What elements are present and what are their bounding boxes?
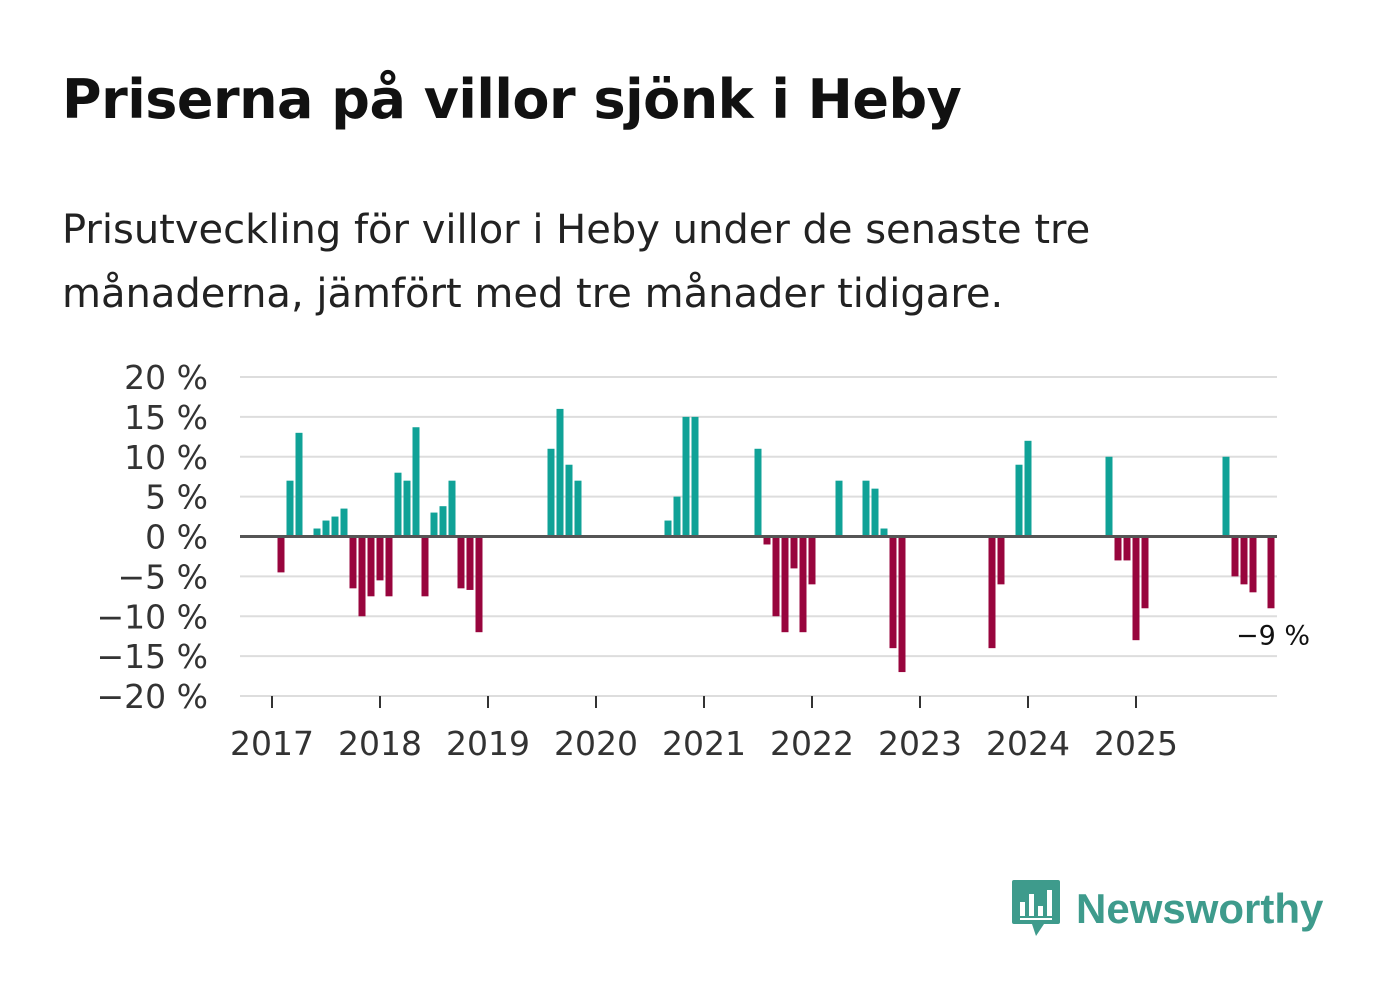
bar xyxy=(1222,456,1230,537)
bar xyxy=(763,536,771,545)
bar xyxy=(1024,440,1032,537)
bar xyxy=(664,520,672,537)
bar xyxy=(1105,456,1113,537)
bar xyxy=(385,536,393,597)
y-tick-label: 20 % xyxy=(124,358,208,397)
y-tick-label: −15 % xyxy=(97,637,209,676)
bar xyxy=(340,508,348,537)
x-tick-label: 2020 xyxy=(554,724,638,763)
bar xyxy=(1141,536,1149,609)
bar xyxy=(448,480,456,537)
bar xyxy=(457,536,465,589)
bar xyxy=(1249,536,1257,593)
bar xyxy=(1267,536,1275,609)
bar xyxy=(331,516,339,537)
x-tick-label: 2017 xyxy=(230,724,314,763)
bar xyxy=(691,416,699,537)
y-tick-label: −5 % xyxy=(118,557,209,596)
bar xyxy=(997,536,1005,585)
bar xyxy=(403,480,411,537)
newsworthy-logo[interactable]: Newsworthy xyxy=(1010,878,1323,940)
bar xyxy=(574,480,582,537)
annotation-label: −9 % xyxy=(1236,620,1310,651)
bar xyxy=(1015,464,1023,537)
bar xyxy=(1240,536,1248,585)
bar xyxy=(682,416,690,537)
bar xyxy=(376,536,384,581)
axes: 20 %15 %10 %5 %0 %−5 %−10 %−15 %−20 % 201… xyxy=(97,358,1314,763)
x-tick-label: 2018 xyxy=(338,724,422,763)
bar xyxy=(466,536,474,590)
x-tick-label: 2025 xyxy=(1094,724,1178,763)
x-tick-label: 2022 xyxy=(770,724,854,763)
bar xyxy=(862,480,870,537)
y-tick-label: 10 % xyxy=(124,438,208,477)
bar xyxy=(898,536,906,673)
bar xyxy=(547,448,555,537)
bar xyxy=(1231,536,1239,577)
bar xyxy=(430,512,438,537)
bar xyxy=(754,448,762,537)
bar xyxy=(349,536,357,589)
y-tick-label: 0 % xyxy=(145,518,208,557)
bar xyxy=(1123,536,1131,561)
chart-subtitle: Prisutveckling för villor i Heby under d… xyxy=(62,207,1091,317)
bar xyxy=(412,427,420,537)
bar xyxy=(790,536,798,569)
bar xyxy=(394,472,402,537)
bar xyxy=(799,536,807,633)
bar xyxy=(772,536,780,617)
bar xyxy=(358,536,366,617)
y-tick-label: −10 % xyxy=(97,597,209,636)
bar xyxy=(880,528,888,537)
y-tick-label: −20 % xyxy=(97,677,209,716)
bar xyxy=(277,536,285,573)
bar xyxy=(322,520,330,537)
x-tick-label: 2021 xyxy=(662,724,746,763)
bar xyxy=(835,480,843,537)
bar xyxy=(439,506,447,537)
bar xyxy=(988,536,996,649)
bar xyxy=(313,528,321,537)
bar xyxy=(673,496,681,537)
x-tick-label: 2023 xyxy=(878,724,962,763)
x-tick-label: 2019 xyxy=(446,724,530,763)
y-tick-label: 15 % xyxy=(124,398,208,437)
bar xyxy=(871,488,879,537)
bar xyxy=(556,408,564,537)
chart-title: Priserna på villor sjönk i Heby xyxy=(62,68,962,131)
bar xyxy=(295,432,303,537)
newsworthy-logo-text: Newsworthy xyxy=(1076,885,1324,932)
newsworthy-logo-icon xyxy=(1012,880,1060,936)
bar xyxy=(475,536,483,633)
bar xyxy=(889,536,897,649)
bar xyxy=(286,480,294,537)
bar xyxy=(367,536,375,597)
bar-chart: 20 %15 %10 %5 %0 %−5 %−10 %−15 %−20 % 201… xyxy=(97,358,1314,763)
bar xyxy=(781,536,789,633)
bar xyxy=(1132,536,1140,641)
bar xyxy=(808,536,816,585)
bar xyxy=(1114,536,1122,561)
bar xyxy=(565,464,573,537)
x-tick-label: 2024 xyxy=(986,724,1070,763)
bar xyxy=(421,536,429,597)
y-tick-label: 5 % xyxy=(145,478,208,517)
bars xyxy=(277,408,1275,673)
